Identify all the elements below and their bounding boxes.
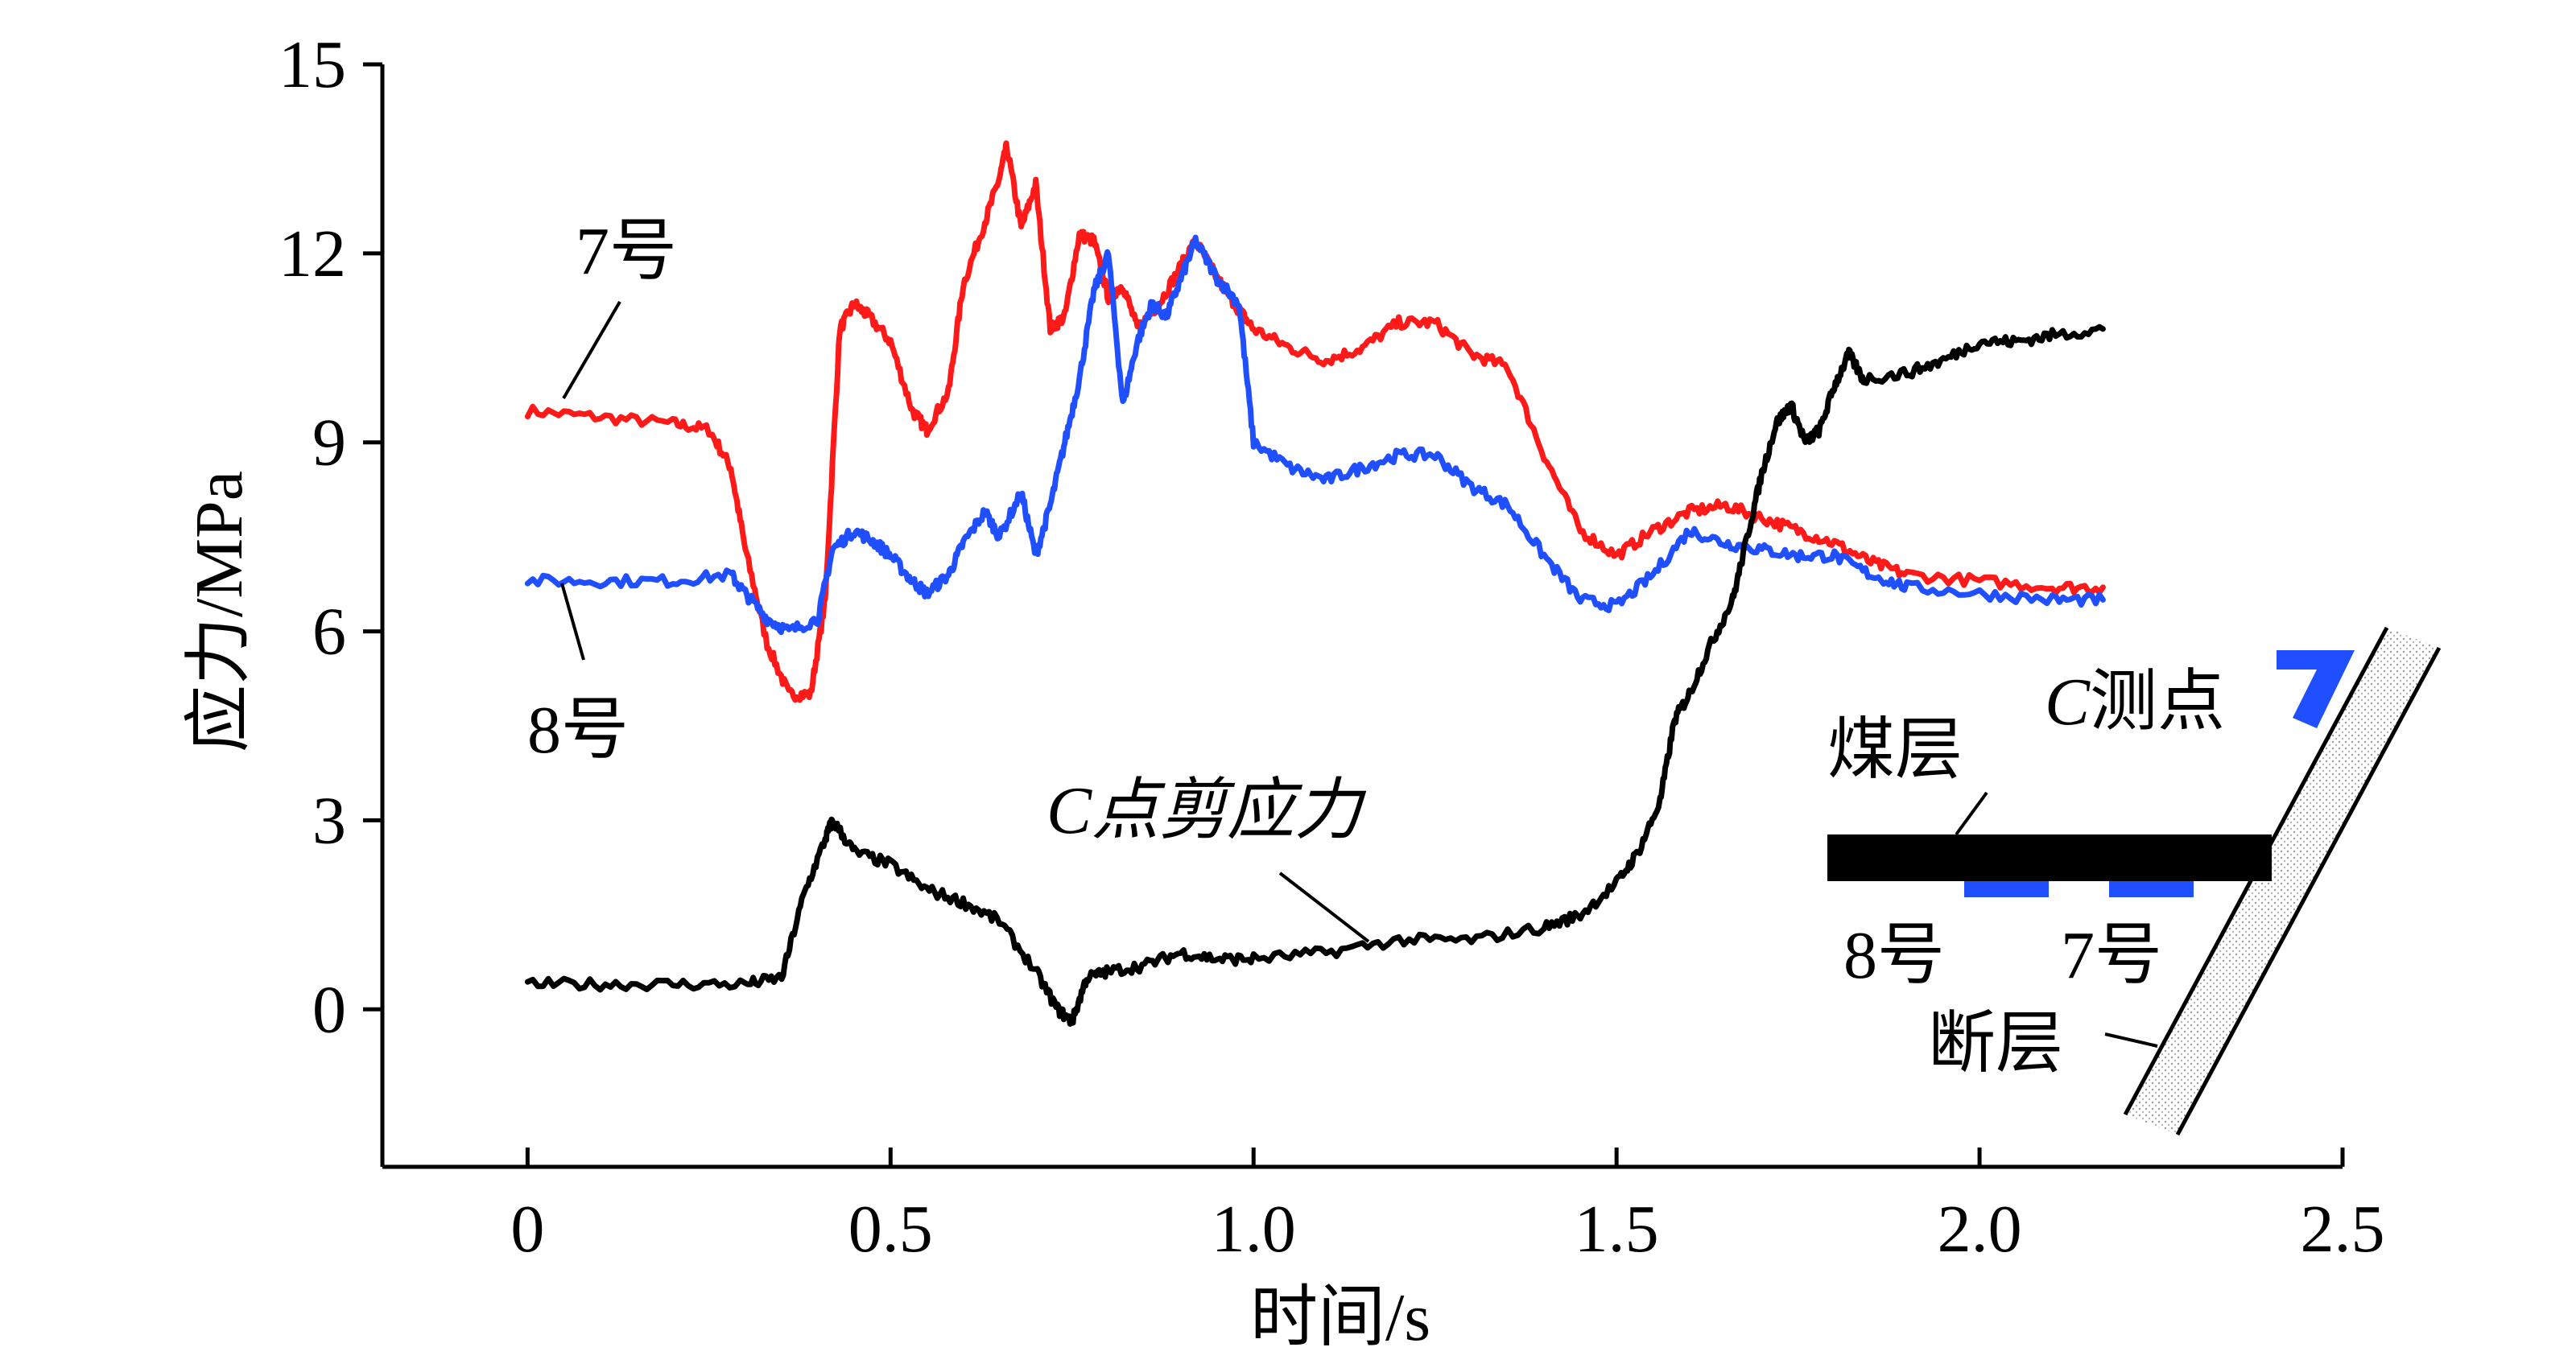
y-tick-label: 3 <box>312 783 346 858</box>
series-c-shear-line <box>524 323 2106 1027</box>
axes: 0 3 6 9 12 15 0 0.5 1.0 1.5 2.0 2.5 <box>279 27 2385 1267</box>
x-tick-label: 0.5 <box>848 1192 933 1267</box>
inset-sensor-8-label: 8号 <box>1843 918 1945 993</box>
sensor-8-marker <box>1964 881 2049 897</box>
x-axis-title: 时间/s <box>1250 1280 1430 1355</box>
x-tick-label: 1.0 <box>1212 1192 1296 1267</box>
series-annotations: 7号 8号 C点剪应力 <box>527 214 1370 943</box>
inset-schematic: 煤层 C测点 8号 7号 断层 <box>1827 626 2442 1136</box>
inset-coal-seam-label: 煤层 <box>1827 713 1963 788</box>
y-tick-label: 6 <box>312 595 346 670</box>
x-ticks: 0 0.5 1.0 1.5 2.0 2.5 <box>510 1148 2385 1267</box>
leader-c <box>1278 871 1370 943</box>
inset-measure-point-suffix: 测点 <box>2090 665 2225 740</box>
y-tick-label: 0 <box>312 972 346 1047</box>
annotation-8: 8号 <box>527 693 629 768</box>
inset-measure-point-prefix: C <box>2045 665 2091 740</box>
y-tick-label: 12 <box>279 216 346 291</box>
annotation-c: C点剪应力 <box>1046 773 1367 848</box>
x-tick-label: 2.5 <box>2301 1192 2385 1267</box>
annotation-7: 7号 <box>576 214 677 289</box>
x-tick-label: 2.0 <box>1938 1192 2022 1267</box>
series-group <box>524 140 2106 1027</box>
y-tick-label: 15 <box>279 27 346 102</box>
c-point-marker <box>2277 650 2355 728</box>
y-ticks: 0 3 6 9 12 15 <box>279 27 382 1047</box>
sensor-7-marker <box>2109 881 2194 897</box>
x-tick-label: 0 <box>510 1192 544 1267</box>
leader-8 <box>560 583 585 661</box>
inset-measure-point-label: C测点 <box>2045 665 2225 740</box>
fault-line-lower <box>2175 646 2442 1136</box>
y-axis-title: 应力/MPa <box>182 471 257 752</box>
leader-fault <box>2104 1032 2158 1048</box>
y-tick-label: 9 <box>312 406 346 480</box>
x-tick-label: 1.5 <box>1575 1192 1659 1267</box>
leader-7 <box>562 300 621 400</box>
inset-sensor-7-label: 7号 <box>2061 918 2162 993</box>
leader-coal-seam <box>1955 791 1988 836</box>
coal-seam-bar <box>1827 834 2272 881</box>
inset-fault-label: 断层 <box>1928 1007 2063 1082</box>
series-8-line <box>524 234 2106 636</box>
series-7-line <box>524 140 2106 703</box>
fault-zone <box>2125 628 2439 1135</box>
